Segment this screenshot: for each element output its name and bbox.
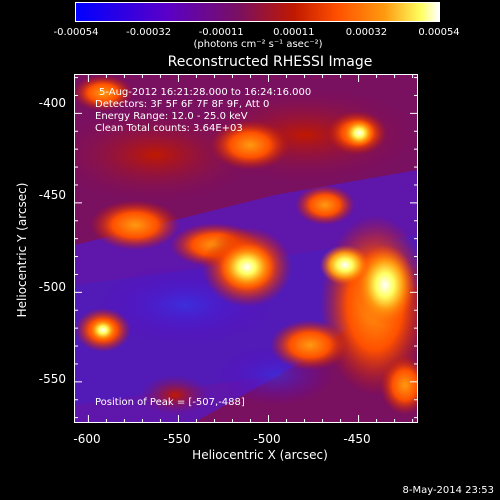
colorbar-tick-label: -0.00011 bbox=[198, 27, 244, 38]
energy-range-label: Energy Range: 12.0 - 25.0 keV bbox=[95, 111, 248, 122]
y-tick-label: -400 bbox=[38, 96, 66, 110]
x-tick-label: -550 bbox=[163, 432, 191, 446]
image-title: Reconstructed RHESSI Image bbox=[167, 54, 373, 70]
colorbar-tick-label: -0.00032 bbox=[126, 27, 172, 38]
colorbar-tick-label: -0.00054 bbox=[53, 27, 99, 38]
y-axis-label: Heliocentric Y (arcsec) bbox=[15, 182, 29, 318]
footer-date: 8-May-2014 23:53 bbox=[402, 485, 494, 496]
y-tick-label: -450 bbox=[38, 188, 66, 202]
y-tick-label: -550 bbox=[38, 372, 66, 386]
colorbar-unit: (photons cm⁻² s⁻¹ asec⁻²) bbox=[193, 39, 323, 50]
y-tick-label: -500 bbox=[38, 280, 66, 294]
x-tick-label: -600 bbox=[73, 432, 101, 446]
colorbar-tick-label: 0.00032 bbox=[345, 27, 388, 38]
rhessi-image bbox=[75, 75, 417, 422]
colorbar-gradient bbox=[76, 3, 439, 21]
colorbar-tick-label: 0.00054 bbox=[418, 27, 460, 38]
colorbar bbox=[75, 2, 440, 22]
x-axis-label: Heliocentric X (arcsec) bbox=[192, 448, 328, 462]
peak-position-label: Position of Peak = [-507,-488] bbox=[95, 397, 245, 408]
colorbar-tick-label: 0.00011 bbox=[273, 27, 315, 38]
x-tick-label: -450 bbox=[343, 432, 371, 446]
time-range-label: 5-Aug-2012 16:21:28.000 to 16:24:16.000 bbox=[99, 87, 312, 98]
rhessi-image-plot: 5-Aug-2012 16:21:28.000 to 16:24:16.000 … bbox=[74, 74, 418, 423]
clean-counts-label: Clean Total counts: 3.64E+03 bbox=[95, 123, 243, 134]
x-tick-label: -500 bbox=[253, 432, 281, 446]
detectors-label: Detectors: 3F 5F 6F 7F 8F 9F, Att 0 bbox=[95, 99, 270, 110]
